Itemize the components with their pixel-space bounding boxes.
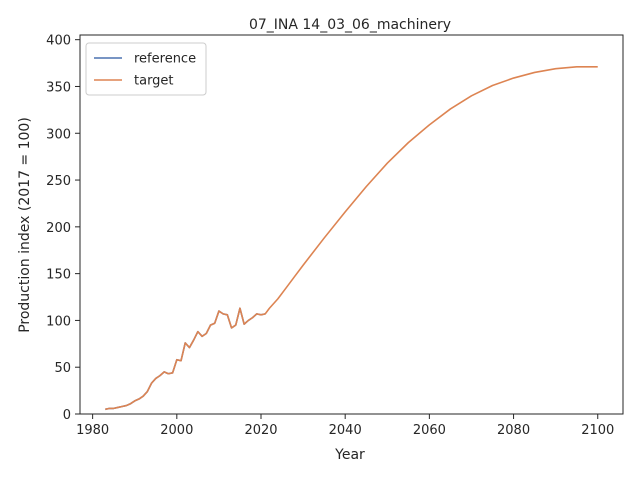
x-tick-label: 2000 [160, 423, 193, 438]
y-tick-label: 50 [54, 361, 71, 376]
x-tick-label: 2020 [244, 423, 277, 438]
legend-label-target: target [134, 74, 174, 89]
y-tick-label: 300 [46, 127, 71, 142]
y-tick-label: 350 [46, 80, 71, 95]
legend-label-reference: reference [134, 52, 196, 67]
plot-frame [79, 34, 624, 415]
y-tick-label: 0 [63, 408, 71, 423]
x-axis: 1980 2000 2020 2040 2060 2080 2100 [76, 414, 614, 438]
y-tick-label: 150 [46, 268, 71, 283]
y-tick-label: 250 [46, 174, 71, 189]
x-tick-label: 2060 [413, 423, 446, 438]
y-tick-label: 100 [46, 314, 71, 329]
chart-title: 07_INA 14_03_06_machinery [249, 17, 451, 33]
y-tick-label: 200 [46, 221, 71, 236]
x-tick-label: 2100 [581, 423, 614, 438]
series-line-target [105, 66, 598, 411]
legend-box [85, 42, 207, 96]
x-tick-label: 2080 [497, 423, 530, 438]
y-axis-label: Production index (2017 = 100) [17, 117, 33, 333]
y-tick-label: 400 [46, 34, 71, 49]
x-tick-label: 1980 [76, 423, 109, 438]
x-axis-label: Year [334, 447, 365, 463]
y-axis: 0 50 100 150 200 250 300 350 400 [46, 34, 80, 423]
plot-lines [105, 66, 598, 411]
x-tick-label: 2040 [329, 423, 362, 438]
series-line-reference [105, 307, 266, 411]
legend: reference target [85, 42, 207, 96]
